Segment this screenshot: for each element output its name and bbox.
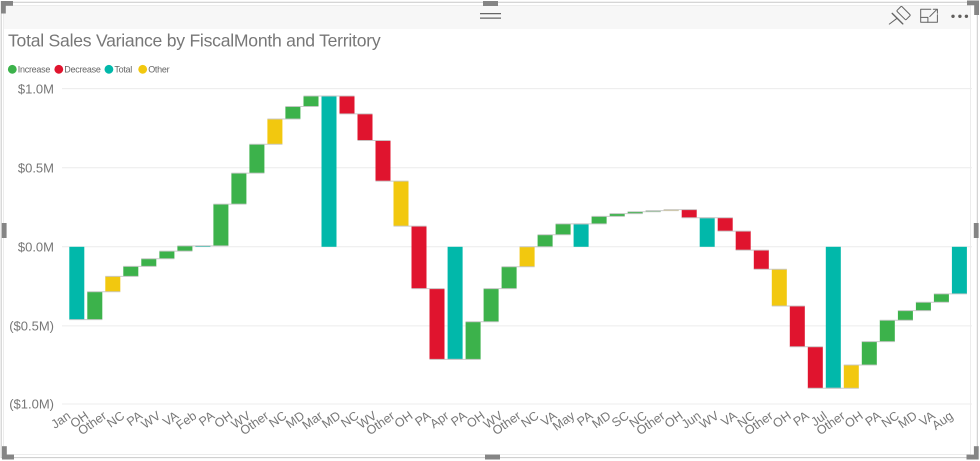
svg-text:$0.0M: $0.0M	[18, 240, 54, 255]
svg-text:($0.5M): ($0.5M)	[9, 319, 54, 334]
svg-text:($1.0M): ($1.0M)	[9, 397, 54, 412]
svg-text:Other: Other	[148, 64, 169, 74]
svg-text:$1.0M: $1.0M	[18, 81, 54, 96]
svg-text:Total Sales Variance by Fiscal: Total Sales Variance by FiscalMonth and …	[8, 30, 381, 50]
svg-text:Decrease: Decrease	[64, 64, 101, 74]
svg-text:Total: Total	[114, 64, 132, 74]
svg-text:$0.5M: $0.5M	[18, 160, 54, 175]
svg-text:Increase: Increase	[18, 64, 51, 74]
